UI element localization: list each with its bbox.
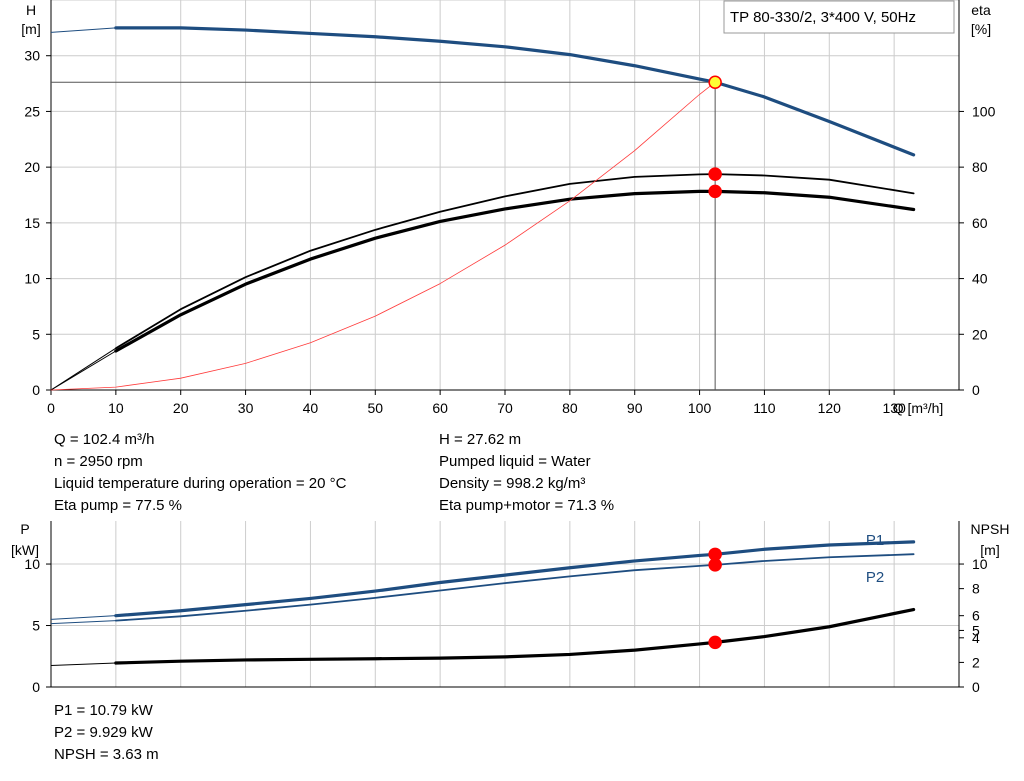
p-tick-label: 0	[32, 679, 40, 695]
p1-curve-extension	[50, 615, 116, 620]
info-eta-pump: Eta pump = 77.5 %	[54, 497, 182, 514]
p-axis-label: P	[20, 521, 29, 537]
x-tick-label: 130	[882, 400, 906, 416]
x-tick-label: 20	[173, 400, 189, 416]
npsh-tick-label: 4	[972, 630, 980, 646]
y-left-tick-label: 25	[24, 103, 40, 119]
p-tick-label: 10	[24, 556, 40, 572]
npsh-tick-label: 5	[972, 622, 980, 638]
y-right-axis-unit: [%]	[971, 21, 991, 37]
y-right-tick-label: 0	[972, 382, 980, 398]
p2-legend-label: P2	[866, 569, 884, 586]
eta-pump-curve	[114, 173, 915, 350]
eta-total-curve	[114, 189, 916, 353]
y-right-tick-label: 80	[972, 159, 988, 175]
info-p1: P1 = 10.79 kW	[54, 702, 153, 719]
x-tick-label: 60	[432, 400, 448, 416]
npsh-tick-label: 6	[972, 608, 980, 624]
info-flow: Q = 102.4 m³/h	[54, 431, 155, 448]
y-left-tick-label: 15	[24, 215, 40, 231]
p-axis-unit: [kW]	[11, 542, 39, 558]
chart-title: TP 80-330/2, 3*400 V, 50Hz	[730, 9, 916, 26]
x-tick-label: 40	[303, 400, 319, 416]
operating-point-marker	[708, 75, 722, 89]
y-left-axis-unit: [m]	[21, 21, 40, 37]
npsh-tick-label: 8	[972, 581, 980, 597]
y-left-tick-label: 10	[24, 271, 40, 287]
x-tick-label: 30	[238, 400, 254, 416]
operating-point-marker	[708, 184, 722, 199]
npsh-tick-label: 2	[972, 654, 980, 670]
y-left-axis-label: H	[26, 2, 36, 18]
y-left-tick-label: 5	[32, 326, 40, 342]
x-tick-label: 90	[627, 400, 643, 416]
y-right-tick-label: 100	[972, 103, 996, 119]
p2-curve-extension	[50, 620, 116, 625]
info-block-right: H = 27.62 m Pumped liquid = Water Densit…	[439, 429, 614, 517]
info-block-left: Q = 102.4 m³/h n = 2950 rpm Liquid tempe…	[54, 429, 346, 517]
x-tick-label: 10	[108, 400, 124, 416]
npsh-axis-label: NPSH	[971, 521, 1010, 537]
x-tick-label: 120	[818, 400, 842, 416]
x-tick-label: 110	[753, 400, 776, 416]
info-block-power: P1 = 10.79 kW P2 = 9.929 kW NPSH = 3.63 …	[54, 700, 159, 766]
head-curve	[114, 26, 916, 157]
x-tick-label: 80	[562, 400, 578, 416]
info-temperature: Liquid temperature during operation = 20…	[54, 475, 347, 492]
p1-legend-label: P1	[866, 532, 884, 549]
top-grid	[51, 0, 960, 390]
y-left-tick-label: 20	[24, 159, 40, 175]
npsh-axis-unit: [m]	[980, 542, 999, 558]
x-tick-label: 100	[688, 400, 712, 416]
info-liquid: Pumped liquid = Water	[439, 453, 591, 470]
y-right-tick-label: 20	[972, 326, 988, 342]
x-tick-label: 70	[497, 400, 513, 416]
p2-curve	[114, 553, 915, 622]
info-eta-total: Eta pump+motor = 71.3 %	[439, 497, 615, 514]
info-density: Density = 998.2 kg/m³	[439, 475, 586, 492]
p-tick-label: 5	[32, 618, 40, 634]
npsh-tick-label: 10	[972, 556, 988, 572]
y-right-tick-label: 60	[972, 215, 988, 231]
title-box	[723, 0, 955, 34]
x-tick-label: 50	[367, 400, 383, 416]
y-left-tick-label: 0	[32, 382, 40, 398]
info-speed: n = 2950 rpm	[54, 453, 143, 470]
head-curve-extension	[50, 27, 116, 33]
info-npsh: NPSH = 3.63 m	[54, 746, 159, 763]
y-right-axis-label: eta	[971, 2, 991, 18]
operating-point-marker	[708, 635, 722, 650]
operating-point-marker	[708, 167, 722, 181]
x-axis-label: Q [m³/h]	[893, 400, 944, 416]
npsh-curve-extension	[50, 662, 116, 666]
npsh-tick-label: 0	[972, 679, 980, 695]
system-curve	[50, 81, 716, 391]
x-tick-label: 0	[47, 400, 55, 416]
y-left-tick-label: 30	[24, 48, 40, 64]
y-right-tick-label: 40	[972, 271, 988, 287]
info-p2: P2 = 9.929 kW	[54, 724, 153, 741]
npsh-curve	[114, 607, 916, 665]
info-head: H = 27.62 m	[439, 431, 522, 448]
operating-point-marker	[708, 558, 722, 572]
p1-curve	[114, 540, 916, 618]
eta-total-curve-extension	[50, 350, 117, 391]
